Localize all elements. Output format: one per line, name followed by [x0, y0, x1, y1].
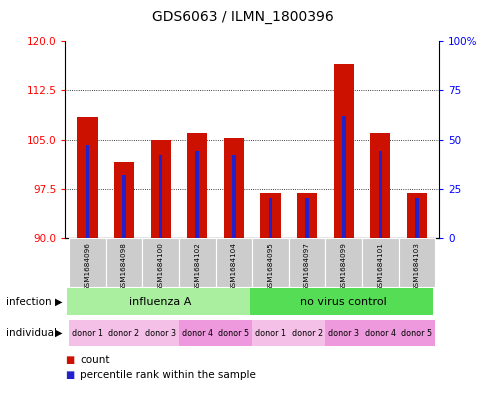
Bar	[114, 162, 134, 238]
Bar	[179, 238, 215, 287]
Bar	[369, 133, 390, 238]
Text: no virus control: no virus control	[300, 297, 386, 307]
Bar	[77, 117, 97, 238]
Bar	[151, 140, 170, 238]
Bar	[179, 320, 215, 346]
Text: GSM1684099: GSM1684099	[340, 242, 346, 290]
Bar	[223, 138, 243, 238]
Bar	[106, 320, 142, 346]
Bar	[288, 320, 325, 346]
Text: donor 4: donor 4	[364, 329, 395, 338]
Bar	[250, 288, 433, 315]
Text: donor 1: donor 1	[255, 329, 286, 338]
Bar	[67, 288, 250, 315]
Bar	[296, 193, 317, 238]
Text: GSM1684095: GSM1684095	[267, 242, 273, 290]
Text: donor 1: donor 1	[72, 329, 103, 338]
Bar	[288, 238, 325, 287]
Bar	[86, 145, 89, 238]
Text: GSM1684102: GSM1684102	[194, 242, 200, 290]
Bar	[260, 193, 280, 238]
Bar	[268, 198, 272, 238]
Text: GSM1684097: GSM1684097	[303, 242, 309, 290]
Bar	[106, 238, 142, 287]
Text: ■: ■	[65, 355, 75, 365]
Text: donor 4: donor 4	[182, 329, 212, 338]
Bar	[187, 133, 207, 238]
Bar	[398, 320, 434, 346]
Bar	[325, 238, 361, 287]
Text: donor 5: donor 5	[218, 329, 249, 338]
Bar	[414, 198, 418, 238]
Bar	[406, 193, 426, 238]
Bar	[69, 238, 106, 287]
Text: donor 2: donor 2	[291, 329, 322, 338]
Bar	[333, 64, 353, 238]
Text: individual: individual	[6, 328, 57, 338]
Text: GSM1684096: GSM1684096	[84, 242, 90, 290]
Text: GSM1684100: GSM1684100	[157, 242, 163, 290]
Bar	[252, 238, 288, 287]
Bar	[361, 320, 398, 346]
Text: GDS6063 / ILMN_1800396: GDS6063 / ILMN_1800396	[151, 10, 333, 24]
Text: GSM1684101: GSM1684101	[377, 242, 382, 290]
Text: donor 2: donor 2	[108, 329, 139, 338]
Bar	[142, 238, 179, 287]
Text: GSM1684098: GSM1684098	[121, 242, 127, 290]
Bar	[341, 116, 345, 238]
Text: infection: infection	[6, 297, 52, 307]
Text: influenza A: influenza A	[129, 297, 192, 307]
Bar	[232, 155, 235, 238]
Bar	[195, 151, 199, 238]
Bar	[378, 151, 381, 238]
Text: donor 5: donor 5	[401, 329, 432, 338]
Text: percentile rank within the sample: percentile rank within the sample	[80, 370, 256, 380]
Text: ▶: ▶	[55, 328, 62, 338]
Bar	[252, 320, 288, 346]
Text: donor 3: donor 3	[328, 329, 359, 338]
Bar	[325, 320, 361, 346]
Text: ▶: ▶	[55, 297, 62, 307]
Text: ■: ■	[65, 370, 75, 380]
Text: count: count	[80, 355, 109, 365]
Bar	[398, 238, 434, 287]
Bar	[304, 198, 308, 238]
Text: donor 3: donor 3	[145, 329, 176, 338]
Text: GSM1684104: GSM1684104	[230, 242, 236, 290]
Bar	[215, 238, 252, 287]
Text: GSM1684103: GSM1684103	[413, 242, 419, 290]
Bar	[361, 238, 398, 287]
Bar	[122, 175, 126, 238]
Bar	[215, 320, 252, 346]
Bar	[69, 320, 106, 346]
Bar	[159, 155, 162, 238]
Bar	[142, 320, 179, 346]
